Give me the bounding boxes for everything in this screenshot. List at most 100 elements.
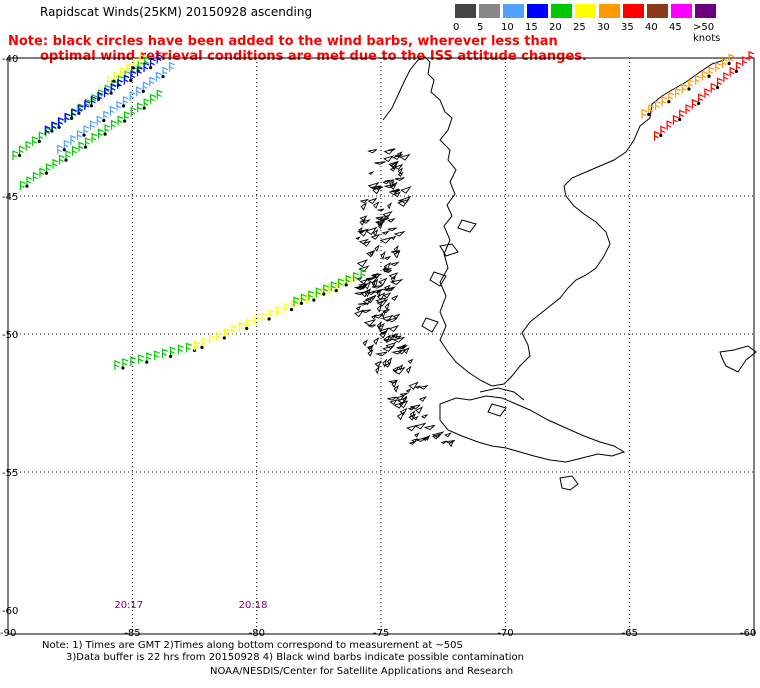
fjord-island	[407, 406, 416, 411]
fjord-island	[391, 349, 403, 355]
contamination-dot	[25, 184, 29, 188]
fjord-island	[365, 226, 378, 236]
pass-time-label: 20:17	[114, 600, 143, 611]
legend-label: 25	[573, 22, 586, 33]
fjord-island	[366, 291, 376, 295]
wind-barb	[275, 305, 282, 316]
fjord-island	[389, 180, 395, 187]
fjord-island	[389, 261, 400, 267]
wind-barb	[154, 350, 160, 361]
fjord-island	[397, 167, 403, 175]
wind-barb	[123, 111, 130, 123]
fjord-island	[387, 202, 392, 210]
wind-barb	[283, 302, 290, 313]
lat-lon-grid	[7, 57, 755, 635]
fjord-island	[389, 181, 398, 190]
wind-barb	[96, 115, 103, 126]
contamination-dot	[169, 354, 173, 358]
wind-barb	[238, 321, 245, 332]
fjord-island	[431, 431, 445, 439]
wind-barb	[19, 180, 26, 191]
contamination-dot	[131, 66, 135, 70]
fjord-island	[400, 392, 408, 396]
fjord-island	[377, 217, 389, 221]
wind-barb	[344, 275, 352, 287]
wind-barb	[150, 93, 156, 104]
wind-barb	[137, 102, 143, 113]
fjord-island	[386, 357, 393, 366]
wind-barb	[57, 116, 64, 127]
wind-barb	[57, 144, 63, 155]
fjord-island	[391, 295, 399, 302]
fjord-island	[405, 365, 412, 374]
wind-barb	[678, 109, 685, 122]
fjord-island	[390, 235, 397, 240]
fjord-island	[383, 155, 394, 163]
contamination-dot	[142, 106, 146, 110]
fjord-island	[388, 379, 398, 384]
wind-barb	[672, 114, 679, 125]
fjord-island	[376, 292, 386, 301]
wind-barb	[185, 342, 192, 353]
legend-swatch	[551, 4, 572, 18]
legend-swatch	[455, 4, 476, 18]
legend-swatch	[671, 4, 692, 18]
patagonia-coastline	[382, 56, 725, 387]
wind-barb	[71, 108, 78, 118]
fjord-island	[378, 277, 388, 286]
fjord-island	[415, 437, 427, 442]
longitude-label: -90	[0, 628, 16, 639]
wind-barb	[89, 95, 97, 108]
fjord-island	[359, 215, 368, 221]
fjord-island	[401, 343, 407, 349]
wind-barb	[82, 125, 90, 137]
fjord-island	[372, 185, 382, 195]
fjord-island	[376, 299, 389, 307]
fjord-island	[392, 366, 406, 375]
fjord-island	[358, 238, 370, 245]
fjord-island	[409, 404, 421, 410]
fjord-island	[392, 313, 401, 319]
wind-barb	[145, 352, 152, 364]
fjord-island	[390, 160, 399, 170]
wind-barb	[12, 150, 19, 161]
wind-barb	[723, 72, 730, 83]
fjord-island	[402, 395, 408, 403]
fjord-island	[405, 388, 412, 393]
contamination-dot	[245, 326, 249, 331]
fjord-island	[382, 287, 394, 292]
fjord-island	[376, 320, 382, 331]
fjord-island	[445, 440, 455, 444]
contamination-dot	[334, 289, 338, 293]
contamination-dot	[64, 158, 68, 162]
wind-barb	[647, 104, 655, 117]
wind-barb	[681, 83, 688, 94]
wind-barb	[109, 83, 117, 95]
wind-barb	[710, 82, 717, 93]
wind-barb	[308, 290, 315, 301]
fjord-island	[367, 349, 374, 357]
fjord-island	[361, 219, 371, 224]
contamination-dot	[50, 129, 54, 133]
longitude-label: -80	[249, 628, 265, 639]
fjord-island	[356, 276, 363, 281]
wind-barb	[76, 130, 83, 140]
wind-barb	[222, 328, 230, 340]
legend-label: 10	[501, 22, 514, 33]
contamination-dot	[82, 133, 86, 137]
fjord-island	[382, 210, 393, 219]
wind-barb	[697, 93, 704, 106]
legend-swatch	[503, 4, 524, 18]
fjord-island	[356, 259, 368, 268]
fjord-island	[383, 255, 392, 261]
fjord-island	[393, 245, 399, 254]
legend-swatch	[623, 4, 644, 18]
contamination-dot	[149, 66, 153, 70]
fjord-island	[372, 313, 384, 319]
legend-swatch	[599, 4, 620, 18]
wind-barb	[661, 96, 668, 106]
wind-barb	[50, 121, 58, 133]
fjord-island	[366, 249, 376, 258]
fjord-island	[366, 345, 374, 350]
fjord-island	[381, 308, 391, 314]
